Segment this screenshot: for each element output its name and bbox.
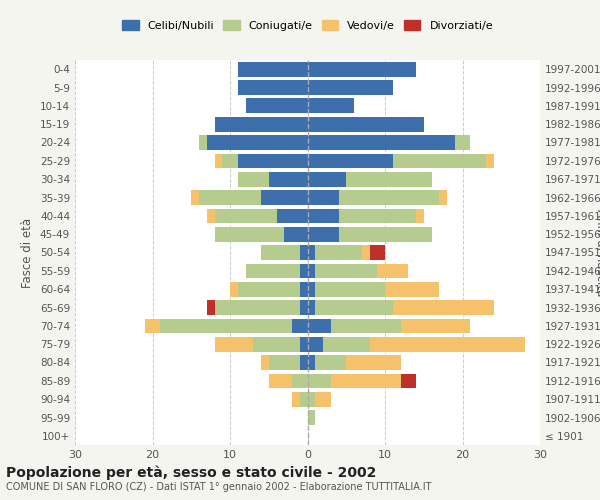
Bar	[331, 374, 401, 388]
Bar	[300, 300, 308, 315]
Text: Popolazione per età, sesso e stato civile - 2002: Popolazione per età, sesso e stato civil…	[6, 465, 376, 479]
Bar	[308, 98, 354, 113]
Bar	[215, 154, 222, 168]
Bar	[215, 300, 300, 315]
Bar	[215, 227, 284, 242]
Bar	[230, 282, 238, 296]
Bar	[215, 208, 277, 223]
Bar	[199, 190, 261, 205]
Bar	[315, 300, 393, 315]
Bar	[308, 410, 315, 425]
Bar	[215, 337, 253, 351]
Bar	[393, 300, 493, 315]
Bar	[269, 374, 292, 388]
Bar	[362, 245, 370, 260]
Bar	[315, 245, 362, 260]
Bar	[308, 227, 338, 242]
Bar	[308, 208, 338, 223]
Bar	[207, 135, 308, 150]
Bar	[308, 318, 331, 333]
Bar	[292, 374, 308, 388]
Bar	[401, 374, 416, 388]
Bar	[269, 355, 300, 370]
Bar	[191, 190, 199, 205]
Bar	[370, 337, 524, 351]
Bar	[377, 264, 408, 278]
Bar	[416, 208, 424, 223]
Bar	[308, 62, 416, 76]
Text: COMUNE DI SAN FLORO (CZ) - Dati ISTAT 1° gennaio 2002 - Elaborazione TUTTITALIA.: COMUNE DI SAN FLORO (CZ) - Dati ISTAT 1°…	[6, 482, 431, 492]
Bar	[145, 318, 160, 333]
Bar	[261, 190, 308, 205]
Bar	[292, 392, 300, 406]
Bar	[300, 264, 308, 278]
Bar	[261, 355, 269, 370]
Bar	[215, 117, 308, 132]
Bar	[331, 318, 401, 333]
Bar	[338, 208, 416, 223]
Bar	[160, 318, 292, 333]
Bar	[300, 355, 308, 370]
Bar	[455, 135, 470, 150]
Bar	[308, 282, 315, 296]
Bar	[261, 245, 300, 260]
Bar	[308, 355, 315, 370]
Bar	[346, 355, 401, 370]
Bar	[207, 300, 215, 315]
Bar	[238, 282, 300, 296]
Bar	[308, 245, 315, 260]
Bar	[315, 392, 331, 406]
Bar	[308, 337, 323, 351]
Bar	[308, 172, 346, 186]
Bar	[300, 392, 308, 406]
Bar	[308, 374, 331, 388]
Bar	[238, 154, 308, 168]
Bar	[238, 62, 308, 76]
Bar	[300, 337, 308, 351]
Legend: Celibi/Nubili, Coniugati/e, Vedovi/e, Divorziati/e: Celibi/Nubili, Coniugati/e, Vedovi/e, Di…	[118, 16, 497, 35]
Bar	[300, 282, 308, 296]
Y-axis label: Anni di nascita: Anni di nascita	[594, 209, 600, 296]
Bar	[370, 245, 385, 260]
Bar	[245, 98, 308, 113]
Bar	[308, 135, 455, 150]
Bar	[385, 282, 439, 296]
Bar	[308, 392, 315, 406]
Bar	[308, 300, 315, 315]
Bar	[439, 190, 447, 205]
Bar	[338, 190, 439, 205]
Bar	[253, 337, 300, 351]
Bar	[308, 264, 315, 278]
Bar	[308, 154, 393, 168]
Bar	[277, 208, 308, 223]
Bar	[308, 80, 393, 95]
Bar	[284, 227, 308, 242]
Bar	[315, 264, 377, 278]
Bar	[222, 154, 238, 168]
Bar	[323, 337, 370, 351]
Bar	[292, 318, 308, 333]
Y-axis label: Fasce di età: Fasce di età	[22, 218, 34, 288]
Bar	[308, 117, 424, 132]
Bar	[315, 282, 385, 296]
Bar	[308, 190, 338, 205]
Bar	[393, 154, 486, 168]
Bar	[401, 318, 470, 333]
Bar	[238, 172, 269, 186]
Bar	[486, 154, 493, 168]
Bar	[207, 208, 215, 223]
Bar	[315, 355, 346, 370]
Bar	[300, 245, 308, 260]
Bar	[346, 172, 431, 186]
Bar	[238, 80, 308, 95]
Bar	[199, 135, 207, 150]
Bar	[269, 172, 308, 186]
Bar	[245, 264, 300, 278]
Bar	[338, 227, 431, 242]
